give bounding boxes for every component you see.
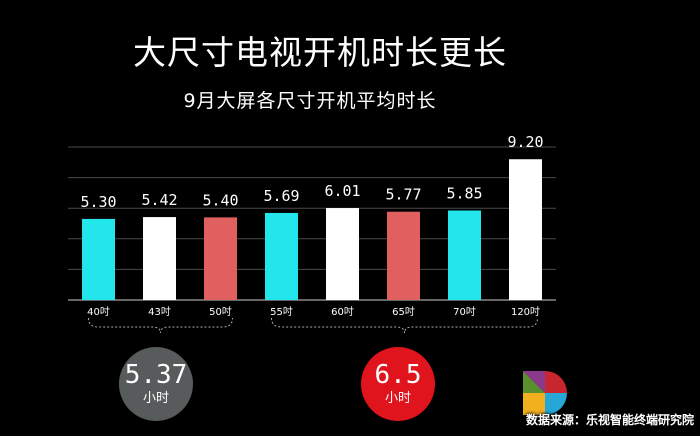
value-label: 5.69 [263,187,299,205]
value-label: 5.77 [385,186,421,204]
bar-65吋 [387,211,420,300]
value-label: 9.20 [507,133,543,151]
category-label: 70吋 [453,306,476,318]
bar-50吋 [204,217,237,300]
large-size-group-bracket [271,317,538,334]
value-label: 5.85 [446,184,482,202]
category-label: 50吋 [209,306,232,318]
bar-120吋 [509,159,542,300]
value-label: 5.42 [141,191,177,209]
large-size-average-bubble: 6.5 小时 [361,347,435,421]
bar-40吋 [82,218,115,300]
bar-60吋 [326,208,359,300]
value-label: 5.40 [202,191,238,209]
category-label: 43吋 [148,306,171,318]
main-title: 大尺寸电视开机时长更长 [133,33,507,72]
small-size-average-unit: 小时 [142,391,169,406]
chart-subtitle: 9月大屏各尺寸开机平均时长 [183,90,437,112]
bar-70吋 [448,210,481,300]
value-label: 6.01 [324,182,360,200]
category-label: 40吋 [87,306,110,318]
category-label: 60吋 [331,306,354,318]
small-size-average-value: 5.37 [124,360,188,390]
category-label: 55吋 [270,306,293,318]
small-size-group-bracket [88,317,233,334]
category-label: 120吋 [511,306,540,318]
small-size-average-bubble: 5.37 小时 [119,347,193,421]
value-label: 5.30 [80,193,116,211]
bar-43吋 [143,217,176,300]
data-source-note: 数据来源：乐视智能终端研究院 [525,413,694,427]
research-institute-logo [523,371,567,415]
large-size-average-unit: 小时 [384,391,411,406]
category-label: 65吋 [392,306,415,318]
bar-55吋 [265,212,298,300]
large-size-average-value: 6.5 [374,360,422,390]
